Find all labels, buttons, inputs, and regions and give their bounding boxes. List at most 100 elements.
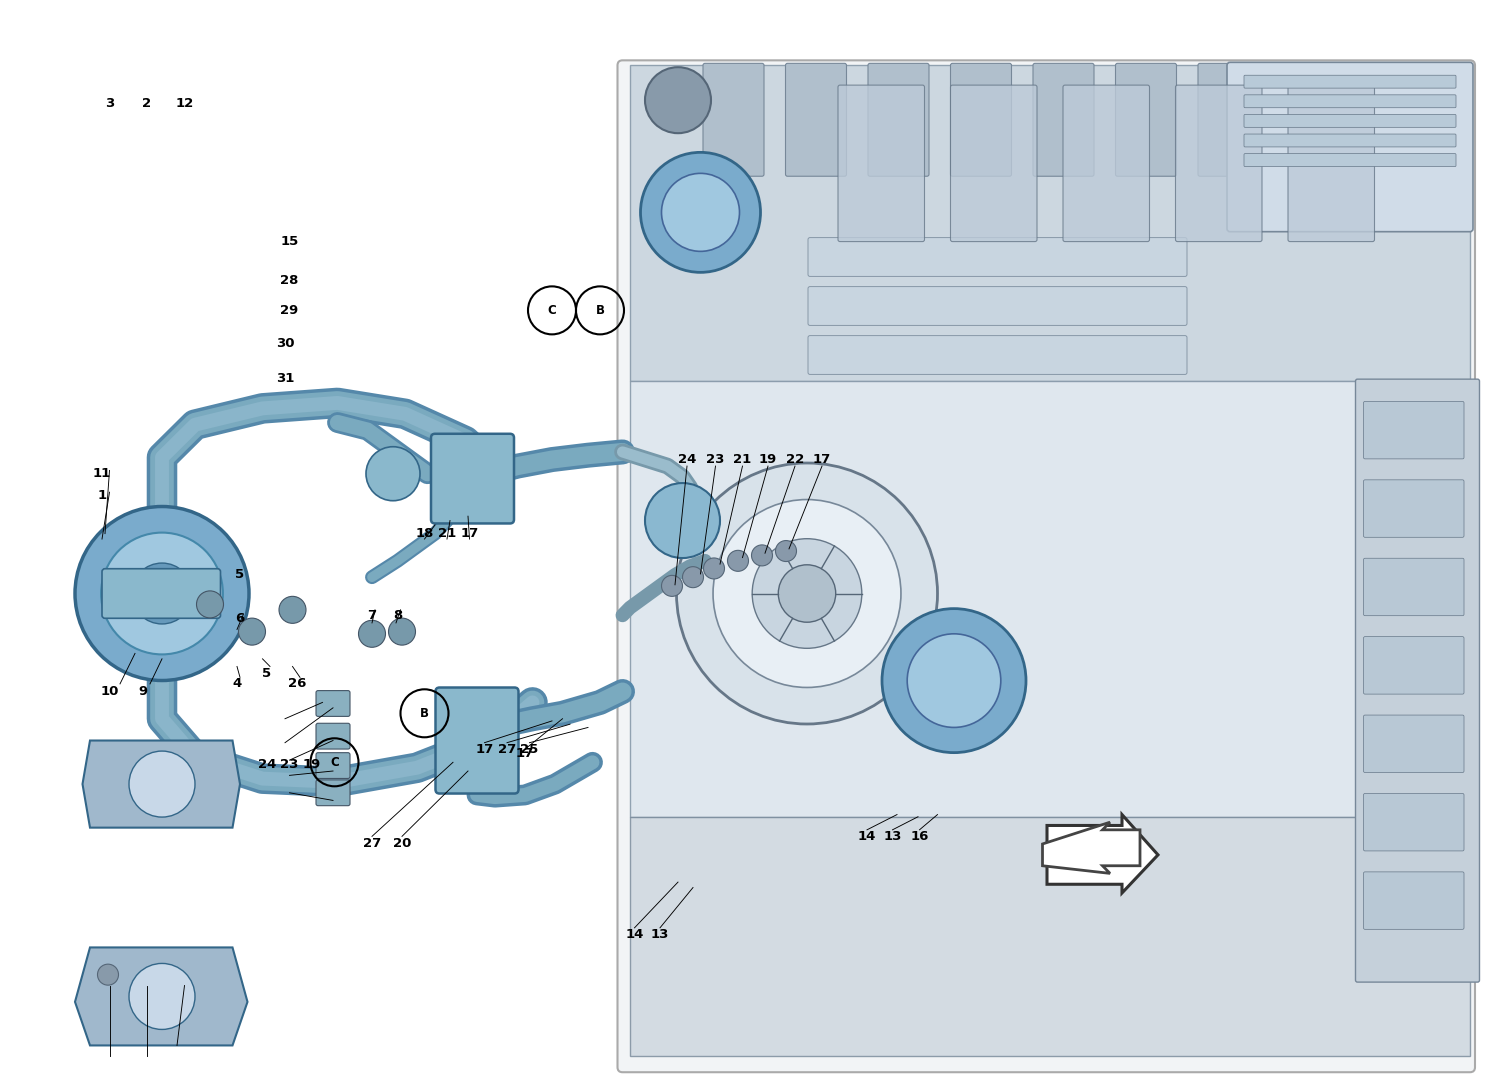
FancyBboxPatch shape (618, 60, 1474, 1073)
Circle shape (712, 500, 902, 687)
Text: 14: 14 (626, 928, 644, 941)
Text: 22: 22 (786, 453, 804, 466)
Polygon shape (82, 741, 240, 828)
Text: C: C (330, 756, 339, 769)
Text: 14: 14 (858, 830, 876, 843)
Circle shape (196, 591, 223, 617)
Circle shape (645, 484, 720, 558)
FancyBboxPatch shape (316, 752, 350, 779)
Text: 19: 19 (303, 758, 321, 771)
Text: 31: 31 (276, 372, 294, 386)
Circle shape (98, 964, 118, 986)
Circle shape (676, 463, 938, 724)
Text: 25: 25 (520, 743, 538, 756)
FancyBboxPatch shape (1364, 559, 1464, 615)
Text: 13: 13 (651, 928, 669, 941)
Circle shape (129, 964, 195, 1029)
Text: 8: 8 (393, 609, 402, 622)
FancyBboxPatch shape (951, 85, 1036, 242)
Text: 11: 11 (93, 467, 111, 480)
Text: 24: 24 (678, 453, 696, 466)
Text: 3: 3 (105, 97, 114, 110)
Text: 16: 16 (910, 830, 928, 843)
FancyBboxPatch shape (1364, 402, 1464, 458)
FancyBboxPatch shape (430, 433, 514, 524)
Text: 19: 19 (759, 453, 777, 466)
FancyBboxPatch shape (808, 286, 1186, 326)
FancyBboxPatch shape (316, 690, 350, 717)
FancyBboxPatch shape (786, 63, 846, 176)
Text: 17: 17 (460, 527, 478, 540)
Circle shape (908, 634, 1001, 727)
Text: 12: 12 (176, 97, 194, 110)
FancyBboxPatch shape (1034, 63, 1094, 176)
Circle shape (358, 621, 386, 647)
FancyBboxPatch shape (1198, 63, 1258, 176)
Circle shape (132, 563, 192, 624)
FancyBboxPatch shape (1288, 85, 1374, 242)
Circle shape (682, 566, 703, 588)
FancyBboxPatch shape (1244, 75, 1456, 88)
Circle shape (778, 565, 836, 622)
Text: 13: 13 (884, 830, 902, 843)
Circle shape (776, 540, 796, 562)
Circle shape (752, 544, 772, 566)
FancyBboxPatch shape (808, 335, 1186, 375)
Circle shape (662, 173, 740, 252)
Text: 17: 17 (516, 747, 534, 760)
Circle shape (279, 597, 306, 623)
FancyBboxPatch shape (316, 723, 350, 749)
FancyBboxPatch shape (316, 780, 350, 806)
Polygon shape (630, 817, 1470, 1056)
FancyBboxPatch shape (808, 237, 1186, 277)
FancyBboxPatch shape (1227, 62, 1473, 232)
Text: 26: 26 (288, 677, 306, 690)
Text: 7: 7 (368, 609, 376, 622)
Circle shape (704, 558, 724, 579)
Text: B: B (420, 707, 429, 720)
FancyBboxPatch shape (704, 63, 764, 176)
FancyBboxPatch shape (1116, 63, 1176, 176)
Text: 24: 24 (258, 758, 276, 771)
Polygon shape (1042, 822, 1140, 873)
Circle shape (728, 550, 748, 572)
Text: B: B (596, 304, 604, 317)
FancyBboxPatch shape (951, 63, 1011, 176)
Polygon shape (630, 381, 1470, 817)
Circle shape (238, 619, 266, 645)
Text: 21: 21 (438, 527, 456, 540)
Circle shape (752, 539, 862, 648)
Text: 15: 15 (280, 235, 298, 248)
FancyBboxPatch shape (1244, 134, 1456, 147)
FancyBboxPatch shape (1364, 480, 1464, 537)
Text: 27: 27 (363, 837, 381, 851)
Text: 17: 17 (476, 743, 494, 756)
Text: 6: 6 (236, 612, 244, 625)
FancyBboxPatch shape (102, 568, 220, 619)
FancyBboxPatch shape (435, 687, 519, 794)
FancyBboxPatch shape (1244, 114, 1456, 127)
Text: 5: 5 (262, 666, 272, 680)
Text: 29: 29 (280, 304, 298, 317)
Polygon shape (1047, 815, 1158, 893)
Circle shape (129, 751, 195, 817)
FancyBboxPatch shape (1364, 637, 1464, 694)
Circle shape (662, 575, 682, 597)
Text: 9: 9 (138, 685, 147, 698)
FancyBboxPatch shape (839, 85, 924, 242)
Text: C: C (548, 304, 556, 317)
Text: 28: 28 (280, 274, 298, 287)
Polygon shape (75, 947, 248, 1045)
FancyBboxPatch shape (1364, 794, 1464, 851)
FancyBboxPatch shape (1281, 63, 1341, 176)
FancyBboxPatch shape (1176, 85, 1262, 242)
Circle shape (388, 619, 416, 645)
FancyBboxPatch shape (1364, 715, 1464, 772)
Text: 18: 18 (416, 527, 434, 540)
FancyBboxPatch shape (868, 63, 928, 176)
FancyBboxPatch shape (1364, 872, 1464, 929)
Polygon shape (630, 65, 1470, 381)
Circle shape (882, 609, 1026, 752)
Circle shape (640, 152, 760, 272)
FancyBboxPatch shape (1064, 85, 1149, 242)
